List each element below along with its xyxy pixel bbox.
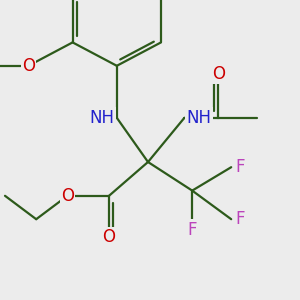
Text: O: O — [212, 64, 225, 82]
Text: O: O — [22, 57, 35, 75]
Text: O: O — [103, 228, 116, 246]
Text: F: F — [235, 210, 245, 228]
Text: O: O — [61, 187, 74, 205]
Text: F: F — [188, 221, 197, 239]
Text: F: F — [235, 158, 245, 176]
Text: NH: NH — [186, 109, 212, 127]
Text: NH: NH — [90, 109, 115, 127]
